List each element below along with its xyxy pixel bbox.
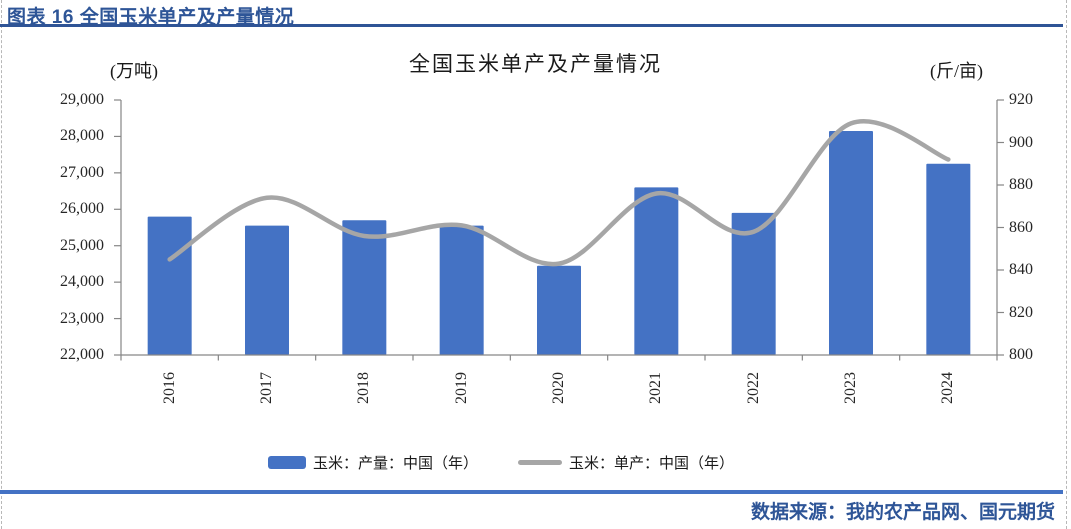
x-axis-label: 2019 — [452, 372, 470, 404]
x-axis-label: 2022 — [744, 372, 762, 404]
chart-title: 全国玉米单产及产量情况 — [409, 52, 662, 76]
x-axis-label: 2021 — [647, 372, 665, 404]
data-source: 数据来源：我的农产品网、国元期货 — [750, 502, 1055, 523]
left-axis-unit: (万吨) — [110, 61, 158, 81]
bar-2016 — [147, 216, 192, 355]
left-axis-label: 24,000 — [60, 273, 104, 291]
x-axis-label: 2024 — [939, 372, 957, 404]
right-axis-label: 820 — [1009, 303, 1033, 321]
figure-caption: 图表 16 全国玉米单产及产量情况 — [7, 7, 295, 28]
right-axis-label: 900 — [1009, 133, 1033, 151]
left-axis-label: 25,000 — [60, 236, 104, 254]
bar-2023 — [829, 130, 873, 355]
legend-item-yield: 玉米：单产：中国（年） — [518, 452, 734, 473]
left-axis-label: 27,000 — [60, 163, 104, 181]
right-axis-label: 840 — [1009, 261, 1033, 278]
right-dashed-border — [1066, 0, 1067, 529]
left-axis-label: 29,000 — [60, 91, 104, 108]
footer-rule — [0, 490, 1063, 494]
left-dashed-border — [1, 0, 2, 529]
legend-label-production: 玉米：产量：中国（年） — [313, 456, 479, 472]
right-axis-label: 800 — [1009, 346, 1033, 363]
right-axis-label: 920 — [1009, 91, 1033, 108]
bar-series-swatch — [268, 456, 306, 469]
left-axis-label: 26,000 — [60, 200, 104, 218]
x-axis-label: 2017 — [258, 372, 275, 404]
bar-2017 — [245, 225, 289, 355]
bar-2022 — [731, 212, 776, 355]
bar-2021 — [634, 187, 679, 355]
legend-item-production: 玉米：产量：中国（年） — [268, 452, 478, 473]
x-axis-label: 2018 — [355, 372, 373, 404]
legend-label-yield: 玉米：单产：中国（年） — [569, 456, 735, 472]
bar-2019 — [439, 225, 484, 355]
bar-2024 — [926, 163, 971, 355]
bar-2018 — [342, 220, 387, 355]
right-axis-label: 860 — [1009, 218, 1033, 236]
left-axis-label: 23,000 — [60, 309, 104, 327]
right-axis-unit: (斤/亩) — [930, 61, 983, 81]
caption-rule — [0, 24, 1063, 27]
legend: 玉米：产量：中国（年） 玉米：单产：中国（年） — [268, 452, 734, 473]
bar-2020 — [537, 265, 581, 355]
x-axis-label: 2020 — [550, 372, 567, 404]
x-axis-label: 2023 — [842, 372, 859, 404]
right-axis-label: 880 — [1009, 176, 1033, 193]
yield-line — [167, 119, 951, 267]
left-axis-label: 22,000 — [60, 346, 104, 363]
x-axis-label: 2016 — [160, 372, 178, 404]
line-series-swatch — [518, 460, 563, 465]
left-axis-label: 28,000 — [60, 127, 104, 145]
